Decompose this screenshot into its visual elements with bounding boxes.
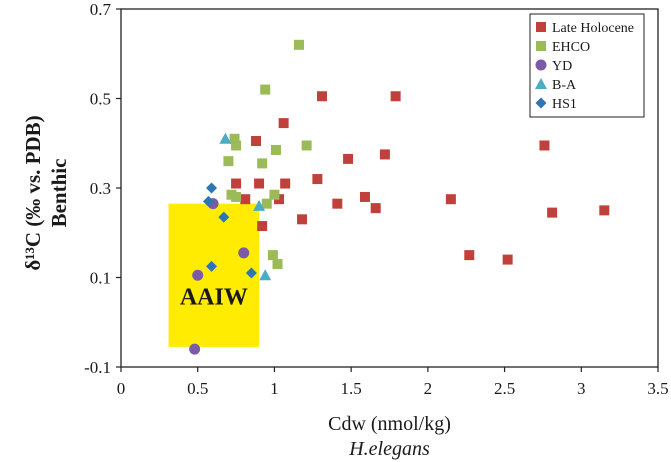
data-point — [257, 158, 268, 169]
x-tick-label: 1 — [270, 379, 279, 398]
data-point — [253, 199, 266, 211]
data-point — [192, 269, 204, 281]
y-tick-label: 0.5 — [90, 90, 111, 109]
data-point — [270, 144, 281, 155]
series-b-a — [219, 132, 272, 281]
x-tick-label: 0.5 — [187, 379, 208, 398]
data-point — [359, 191, 370, 202]
legend-marker — [536, 22, 546, 32]
data-point — [293, 39, 304, 50]
legend-marker — [535, 97, 547, 109]
data-point — [297, 214, 308, 225]
data-point — [343, 153, 354, 164]
data-point — [464, 250, 475, 261]
x-tick-label: 0 — [117, 379, 126, 398]
data-point — [219, 132, 232, 144]
legend: Late Holocene EHCO YD B-A HS1 — [529, 13, 645, 118]
y-tick-label: -0.1 — [84, 358, 111, 377]
legend-marker — [535, 78, 547, 89]
x-axis-title: Cdw (nmol/kg) — [328, 413, 451, 435]
data-point — [379, 149, 390, 160]
x-tick-label: 2 — [424, 379, 433, 398]
data-point — [251, 136, 262, 147]
data-point — [445, 194, 456, 205]
data-point — [229, 133, 240, 144]
data-point — [261, 198, 272, 209]
data-point — [231, 178, 242, 189]
data-point — [390, 91, 401, 102]
y-axis-title: δ¹³C (‰ vs. PDB) — [21, 115, 45, 270]
legend-marker — [536, 41, 546, 51]
series-ehco — [223, 39, 312, 270]
data-point — [238, 247, 250, 259]
data-point — [260, 84, 271, 95]
x-tick-label: 2.5 — [494, 379, 515, 398]
data-point — [269, 189, 280, 200]
aaiw-region — [168, 203, 260, 347]
data-point — [312, 174, 323, 185]
legend-marker — [535, 59, 547, 71]
data-point — [267, 250, 278, 261]
data-point — [539, 140, 550, 151]
data-point — [502, 254, 513, 265]
x-tick-label: 3.5 — [647, 379, 668, 398]
y-tick-label: 0.3 — [90, 179, 111, 198]
data-point — [245, 267, 257, 279]
legend-label: YD — [552, 59, 572, 74]
data-point — [206, 182, 218, 194]
data-point — [599, 205, 610, 216]
data-point — [206, 260, 218, 272]
series-yd — [189, 198, 250, 355]
x-axis-subtitle: H.elegans — [348, 438, 430, 460]
legend-box — [529, 13, 645, 118]
data-point — [257, 221, 268, 232]
data-point — [202, 195, 214, 207]
data-point — [278, 118, 289, 129]
data-point — [231, 191, 242, 202]
y-axis-title-benthic: Benthic — [47, 159, 71, 228]
data-point — [301, 140, 312, 151]
data-point — [218, 211, 230, 223]
data-point — [547, 207, 558, 218]
data-point — [370, 203, 381, 214]
x-tick-label: 1.5 — [341, 379, 362, 398]
data-point — [240, 194, 251, 205]
data-point — [272, 259, 283, 270]
legend-label: HS1 — [552, 97, 577, 112]
data-point — [231, 140, 242, 151]
data-point — [280, 178, 291, 189]
legend-label: B-A — [552, 78, 577, 93]
series-late-holocene — [231, 91, 610, 265]
aaiw-label: AAIW — [180, 284, 248, 310]
data-point — [316, 91, 327, 102]
series-hs1 — [202, 182, 257, 279]
y-tick-label: 0.1 — [90, 269, 111, 288]
data-point — [332, 198, 343, 209]
data-point — [259, 269, 272, 281]
x-tick-label: 3 — [577, 379, 586, 398]
data-point — [223, 156, 234, 167]
legend-label: EHCO — [552, 40, 590, 55]
legend-label: Late Holocene — [552, 21, 634, 36]
y-tick-label: 0.7 — [90, 0, 112, 19]
data-point — [254, 178, 265, 189]
data-point — [189, 343, 201, 355]
